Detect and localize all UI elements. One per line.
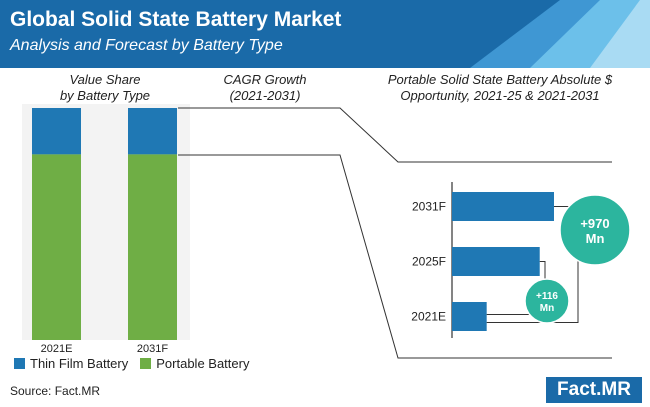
hbar-category-label: 2031F — [412, 200, 446, 214]
connector-bottom — [178, 154, 612, 359]
opportunity-heading-line1: Portable Solid State Battery Absolute $ — [387, 72, 613, 87]
value-share-stacked-chart: 2021E 2031F — [22, 104, 190, 355]
page-title: Global Solid State Battery Market — [10, 8, 342, 31]
legend-swatch-thin-film — [14, 358, 25, 369]
annotation-unit: Mn — [540, 303, 554, 314]
stack-bar-2031F-thin-film — [128, 108, 177, 155]
hbar-2031F — [452, 192, 554, 221]
hbar-category-label: 2025F — [412, 255, 446, 269]
header-banner: Global Solid State Battery Market Analys… — [0, 0, 650, 68]
value-share-heading-line2: by Battery Type — [59, 88, 151, 103]
opportunity-heading-line2: Opportunity, 2021-25 & 2021-2031 — [400, 88, 600, 103]
legend-swatch-portable — [140, 358, 152, 369]
annotation-bubble — [524, 278, 570, 324]
annotation-unit: Mn — [586, 231, 605, 246]
stack-category-label: 2031F — [137, 343, 168, 355]
stack-category-label: 2021E — [41, 343, 73, 355]
stack-bar-2031F-portable — [128, 154, 177, 340]
hbar-2025F — [452, 247, 540, 276]
connector-lines — [178, 107, 612, 359]
legend-label-thin-film: Thin Film Battery — [30, 356, 129, 371]
cagr-heading-line1: CAGR Growth — [223, 72, 307, 87]
header-decoration — [470, 0, 650, 68]
legend-label-portable: Portable Battery — [156, 356, 250, 371]
stack-bar-2021E-portable — [32, 154, 81, 340]
connector-top — [178, 107, 612, 163]
opportunity-heading: Portable Solid State Battery Absolute $ … — [365, 72, 635, 104]
cagr-heading-line2: (2021-2031) — [229, 88, 301, 103]
source-note: Source: Fact.MR — [10, 384, 101, 398]
stack-bar-2021E-thin-film — [32, 108, 81, 155]
annotation-bubble — [559, 194, 631, 266]
annotation-value: +970 — [580, 216, 609, 231]
cagr-heading: CAGR Growth (2021-2031) — [195, 72, 335, 104]
bracket-970 — [486, 206, 579, 323]
factmr-logo: Fact.MR — [546, 377, 642, 403]
hbar-2021E — [452, 302, 487, 331]
legend: Thin Film Battery Portable Battery — [14, 356, 249, 371]
value-share-heading-line1: Value Share — [69, 72, 141, 87]
annotation-value: +116 — [536, 291, 558, 302]
hbar-category-label: 2021E — [411, 310, 446, 324]
page-subtitle: Analysis and Forecast by Battery Type — [10, 37, 283, 54]
value-share-heading: Value Share by Battery Type — [20, 72, 190, 104]
